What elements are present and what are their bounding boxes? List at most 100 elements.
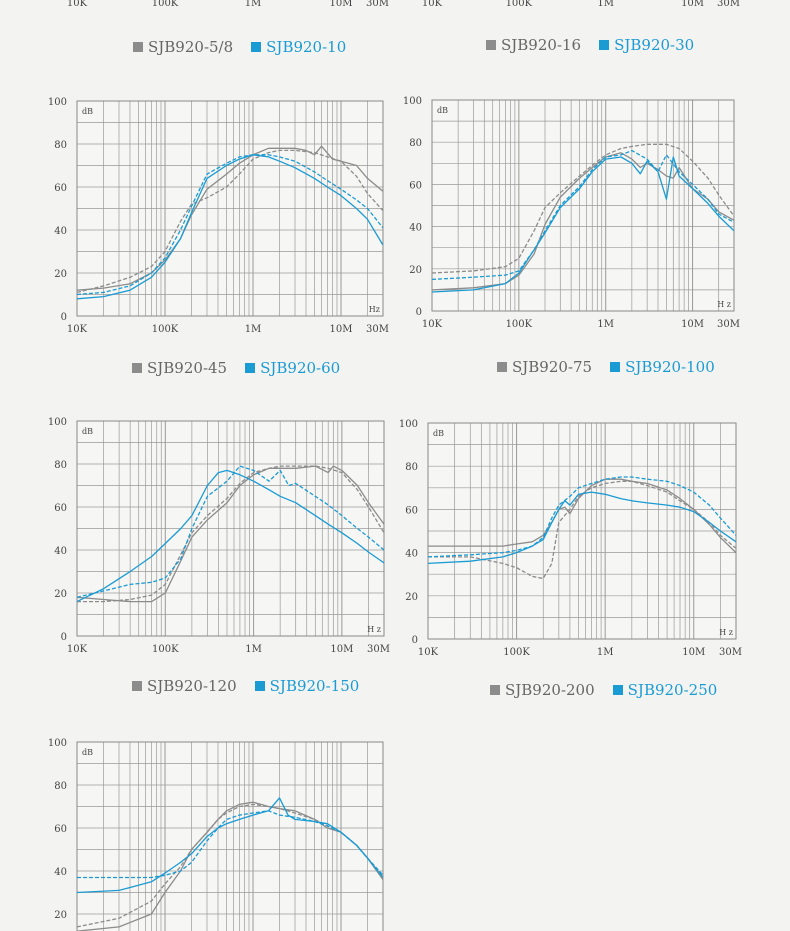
chart-6: 0 20 40 60 80 100 10K 100K 1M 10M 30M dB H z xyxy=(399,419,742,658)
legend-label: SJB920-120 xyxy=(147,677,237,695)
chart-5: 0 20 40 60 80 100 10K 100K 1M 10M 30M dB H z xyxy=(48,417,390,655)
plot-frame xyxy=(431,99,735,312)
x-tick-label: 100K xyxy=(503,647,530,658)
legend-label: SJB920-10 xyxy=(266,38,347,56)
chart-7: 20 40 60 80 100 dB xyxy=(48,738,384,931)
legend-swatch-blue xyxy=(245,363,256,373)
x-tick-label: 10K xyxy=(422,319,443,330)
legend-swatch-gray xyxy=(486,40,496,50)
legend-entry-blue: SJB920-100 xyxy=(610,358,715,376)
legend-label: SJB920-100 xyxy=(625,358,715,376)
y-tick-label: 100 xyxy=(48,417,67,428)
y-tick-label: 0 xyxy=(61,312,67,323)
legend-swatch-gray xyxy=(132,681,142,691)
y-tick-label: 100 xyxy=(403,96,422,107)
y-tick-label: 60 xyxy=(54,183,67,194)
y-unit-label: dB xyxy=(433,429,444,438)
chart-4: 0 20 40 60 80 100 10K 100K 1M 10M 30M dB H z xyxy=(403,96,740,330)
x-tick-label: 30M xyxy=(717,319,740,330)
x-tick-label: 30M xyxy=(366,0,389,9)
legend-entry-gray: SJB920-5/8 xyxy=(133,38,233,56)
y-tick-label: 0 xyxy=(416,307,422,318)
legend-label: SJB920-16 xyxy=(501,36,582,54)
x-tick-label: 1M xyxy=(597,0,614,9)
legend-swatch-blue xyxy=(599,40,610,50)
x-tick-label: 10K xyxy=(67,324,88,335)
series-line-2 xyxy=(432,143,734,274)
legend-5: SJB920-120 SJB920-150 xyxy=(132,677,359,695)
y-tick-label: 20 xyxy=(409,265,422,276)
y-tick-label: 40 xyxy=(405,549,418,560)
legend-label: SJB920-5/8 xyxy=(148,38,234,56)
plot-area xyxy=(77,742,383,931)
x-tick-label: 10K xyxy=(67,644,88,655)
plot-frame xyxy=(76,100,384,317)
series-line-3 xyxy=(428,491,736,565)
x-tick-label: 1M xyxy=(597,319,614,330)
chart-3: 0 20 40 60 80 100 10K 100K 1M 10M 30M dB Hz xyxy=(48,97,389,335)
legend-3: SJB920-45 SJB920-60 xyxy=(132,359,340,377)
legend-label: SJB920-250 xyxy=(627,681,718,699)
legend-swatch-blue xyxy=(612,685,623,695)
y-unit-label: dB xyxy=(437,106,448,115)
plot-frame xyxy=(427,422,737,640)
x-tick-label: 10K xyxy=(67,0,88,9)
x-tick-label: 10M xyxy=(681,319,704,330)
y-tick-label: 40 xyxy=(54,546,67,557)
x-tick-label: 1M xyxy=(245,644,262,655)
x-unit-label: H z xyxy=(717,300,731,309)
y-unit-label: dB xyxy=(82,748,93,757)
legend-swatch-gray xyxy=(132,363,142,373)
x-tick-label: 1M xyxy=(245,324,262,335)
legend-swatch-gray xyxy=(133,42,143,52)
series-line-1 xyxy=(77,145,383,291)
legend-label: SJB920-150 xyxy=(269,677,360,695)
x-tick-label: 10M xyxy=(330,0,353,9)
x-tick-label: 10M xyxy=(682,647,705,658)
legend-label: SJB920-75 xyxy=(512,358,593,376)
y-tick-label: 0 xyxy=(412,635,418,646)
x-unit-label: Hz xyxy=(369,305,380,314)
series-line-4 xyxy=(77,465,384,598)
series-line-2 xyxy=(428,480,736,580)
series-line-3 xyxy=(77,154,383,300)
y-tick-label: 100 xyxy=(48,97,67,108)
legend-entry-blue: SJB920-30 xyxy=(599,36,694,54)
legend-entry-blue: SJB920-250 xyxy=(612,681,718,699)
legend-6: SJB920-200 SJB920-250 xyxy=(490,681,717,699)
legend-entry-blue: SJB920-60 xyxy=(245,359,340,377)
legend-entry-gray: SJB920-16 xyxy=(486,36,581,54)
x-unit-label: H z xyxy=(719,628,733,637)
y-unit-label: dB xyxy=(82,107,93,116)
legend-entry-gray: SJB920-200 xyxy=(490,681,595,699)
legend-swatch-blue xyxy=(610,362,621,372)
y-tick-label: 20 xyxy=(54,269,67,280)
plot-frame xyxy=(76,420,385,637)
series-line-2 xyxy=(77,149,383,294)
series-line-3 xyxy=(77,797,383,894)
y-tick-label: 40 xyxy=(409,223,422,234)
y-tick-label: 80 xyxy=(54,781,67,792)
y-tick-label: 40 xyxy=(54,867,67,878)
legend-entry-blue: SJB920-10 xyxy=(251,38,346,56)
x-tick-label: 10M xyxy=(681,0,704,9)
y-unit-label: dB xyxy=(82,427,93,436)
x-tick-label: 10K xyxy=(418,647,439,658)
y-tick-label: 60 xyxy=(405,505,418,516)
legend-entry-blue: SJB920-150 xyxy=(254,677,360,695)
x-tick-label: 30M xyxy=(367,644,390,655)
series-line-4 xyxy=(428,476,736,558)
legend-entry-gray: SJB920-120 xyxy=(132,677,237,695)
x-tick-label: 100K xyxy=(152,324,179,335)
x-tick-label: 1M xyxy=(245,0,262,9)
y-tick-label: 20 xyxy=(405,592,418,603)
series-line-1 xyxy=(77,465,384,603)
y-tick-label: 100 xyxy=(399,419,418,430)
legend-label: SJB920-200 xyxy=(505,681,595,699)
legend-1: SJB920-5/8 SJB920-10 xyxy=(133,38,346,56)
y-tick-label: 100 xyxy=(48,738,67,749)
x-tick-label: 100K xyxy=(152,0,179,9)
legend-swatch-gray xyxy=(490,685,500,695)
x-tick-label: 30M xyxy=(719,647,742,658)
